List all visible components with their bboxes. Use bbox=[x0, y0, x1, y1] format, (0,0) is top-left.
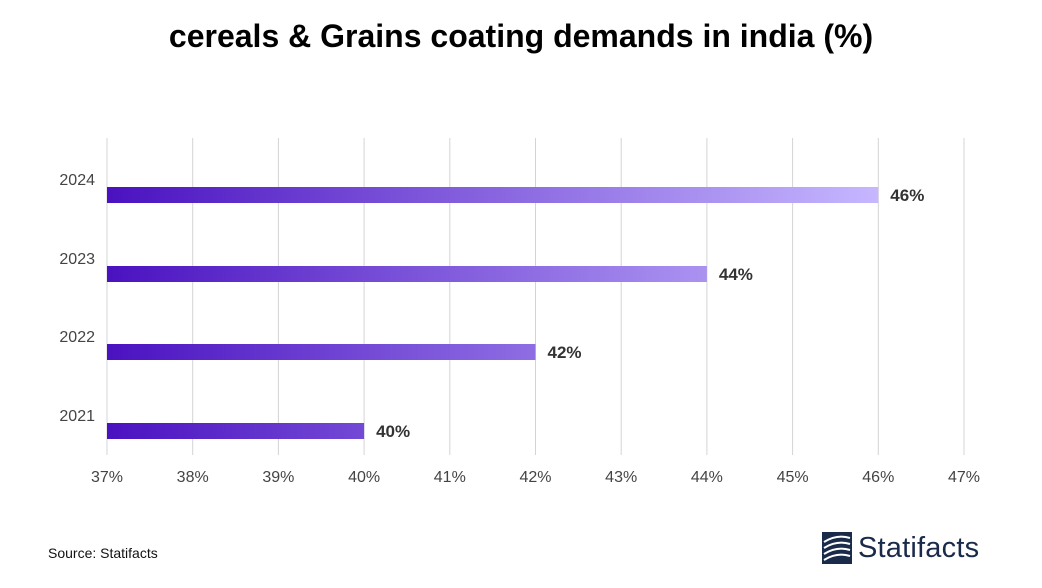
brand-logo: Statifacts bbox=[822, 528, 979, 568]
brand-name: Statifacts bbox=[858, 531, 980, 564]
bar-2024 bbox=[107, 187, 879, 203]
y-category-label: 2023 bbox=[59, 251, 95, 268]
data-label-2022: 42% bbox=[548, 343, 582, 362]
x-tick-label: 44% bbox=[691, 469, 723, 486]
bar-2021 bbox=[107, 423, 365, 439]
x-tick-label: 43% bbox=[605, 469, 637, 486]
bar-2023 bbox=[107, 266, 707, 282]
x-tick-label: 37% bbox=[91, 469, 123, 486]
x-tick-label: 40% bbox=[348, 469, 380, 486]
chart-title: cereals & Grains coating demands in indi… bbox=[168, 18, 874, 54]
statifacts-logo-icon bbox=[822, 532, 852, 564]
x-tick-label: 38% bbox=[177, 469, 209, 486]
y-category-label: 2024 bbox=[59, 172, 95, 189]
y-axis-labels: 2024 2023 2022 2021 bbox=[59, 172, 95, 425]
x-tick-label: 46% bbox=[862, 469, 894, 486]
y-category-label: 2022 bbox=[59, 329, 95, 346]
x-axis-ticks: 37% 38% 39% 40% 41% 42% 43% 44% 45% 46% 47% bbox=[91, 469, 980, 486]
data-labels: 46% 44% 42% 40% bbox=[376, 186, 924, 441]
y-category-label: 2021 bbox=[59, 408, 95, 425]
x-tick-label: 42% bbox=[519, 469, 551, 486]
bar-2022 bbox=[107, 344, 536, 360]
source-note: Source: Statifacts bbox=[48, 545, 158, 561]
grid-lines bbox=[106, 138, 965, 455]
bars bbox=[107, 187, 879, 439]
x-tick-label: 47% bbox=[948, 469, 980, 486]
x-tick-label: 41% bbox=[434, 469, 466, 486]
x-tick-label: 45% bbox=[777, 469, 809, 486]
data-label-2023: 44% bbox=[719, 265, 753, 284]
data-label-2024: 46% bbox=[890, 186, 924, 205]
data-label-2021: 40% bbox=[376, 422, 410, 441]
x-tick-label: 39% bbox=[262, 469, 294, 486]
